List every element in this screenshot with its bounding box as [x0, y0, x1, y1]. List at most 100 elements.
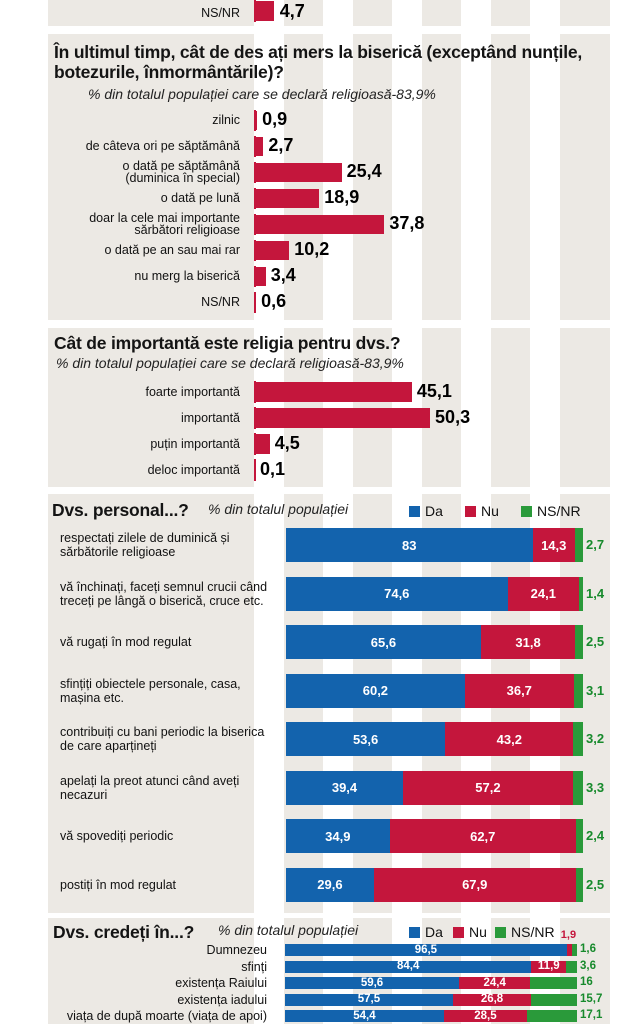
- value-label: 0,9: [262, 109, 288, 129]
- bar-segment-nu: 14,3: [532, 528, 575, 562]
- bar: [254, 382, 412, 402]
- bar-segment-nsnr: [575, 867, 583, 902]
- nsnr-value-label: 1,4: [586, 585, 605, 601]
- bar-segment-nsnr: [527, 1010, 577, 1022]
- value-label: 4,5: [274, 433, 300, 453]
- bar-segment-nu: 28,5: [443, 1010, 528, 1022]
- category-label: puțin importantă: [150, 437, 240, 451]
- bar-segment-da: 34,9: [286, 819, 390, 853]
- category-label: sfinți: [241, 959, 267, 974]
- category-label: vă închinați, faceți semnul crucii când t…: [60, 579, 268, 608]
- fragment-value: 4,7: [279, 1, 305, 21]
- value-label: 45,1: [416, 381, 452, 401]
- bar: [254, 266, 266, 286]
- bar-segment-nsnr: [575, 819, 583, 853]
- category-label: vă rugați în mod regulat: [60, 635, 192, 649]
- bar-segment-nu: 43,2: [445, 722, 574, 756]
- bar-segment-nsnr: [566, 960, 577, 973]
- bar-segment-nsnr: [573, 673, 583, 708]
- value-label: 50,3: [435, 407, 471, 427]
- bar-segment-da: 29,6: [286, 867, 374, 902]
- bar-segment-nu: 36,7: [464, 673, 574, 708]
- category-label: o dată pe săptămână (duminica în special): [122, 159, 240, 185]
- category-label: nu merg la biserică: [134, 269, 240, 283]
- value-label: 2,7: [268, 135, 294, 155]
- legend-nsnr-label: NS/NR: [511, 924, 555, 940]
- bar-segment-nsnr: [579, 576, 584, 611]
- bar-segment-nsnr: [531, 993, 577, 1006]
- category-label: sfințiți obiectele personale, casa, mașin…: [60, 676, 241, 705]
- legend-nu: Nu: [453, 924, 487, 940]
- bar: [254, 240, 290, 260]
- bar-segment-da: 39,4: [286, 770, 404, 805]
- legend-nu-swatch: [453, 926, 464, 938]
- bar: [254, 136, 264, 156]
- importance-title: Cât de importantă este religia pentru dv…: [54, 333, 401, 353]
- bar-segment-da: 57,5: [285, 993, 453, 1006]
- belief-panel: Dvs. credeți în...? % din totalul popula…: [48, 918, 610, 1024]
- category-label: existența iadului: [177, 992, 267, 1007]
- value-label: 10,2: [294, 239, 330, 259]
- background-stripe: [530, 328, 560, 487]
- legend-da: Da: [409, 924, 443, 940]
- bar-segment-da: 65,6: [286, 625, 481, 659]
- bar: [254, 408, 431, 428]
- nsnr-value-label: 3,6: [580, 959, 596, 972]
- legend-nsnr: NS/NR: [495, 924, 555, 940]
- belief-title: Dvs. credeți în...?: [53, 922, 195, 942]
- nu-value-label: 1,9: [560, 929, 577, 941]
- fragment-bar: [254, 1, 274, 21]
- value-label: 37,8: [389, 213, 425, 233]
- bar-segment-da: 60,2: [286, 673, 465, 708]
- background-stripe: [392, 0, 422, 26]
- category-label: de câteva ori pe săptămână: [85, 139, 240, 153]
- category-label: o dată pe an sau mai rar: [104, 243, 241, 257]
- value-label: 18,9: [324, 187, 360, 207]
- bar-segment-da: 84,4: [285, 960, 532, 973]
- bar: [254, 162, 342, 182]
- nsnr-value-label: 17,1: [580, 1009, 603, 1021]
- category-label: foarte importantă: [145, 385, 241, 399]
- bar: [254, 292, 257, 312]
- category-label: deloc importantă: [147, 463, 240, 477]
- legend-nsnr-label: NS/NR: [537, 503, 581, 519]
- value-label: 25,4: [346, 161, 382, 181]
- value-label: 0,6: [261, 291, 287, 311]
- nsnr-value-label: 2,7: [586, 537, 605, 552]
- category-label: vă spovediți periodic: [60, 829, 174, 843]
- category-label: doar la cele mai importante sărbători rel…: [89, 211, 240, 237]
- bar-segment-nsnr: [572, 770, 583, 805]
- panel-stripes: [48, 0, 610, 26]
- legend-nu-label: Nu: [469, 924, 487, 940]
- bar-segment-nsnr: [575, 625, 583, 659]
- legend-da: Da: [409, 503, 443, 519]
- category-label: apelați la preot atunci când aveți necazu…: [60, 773, 240, 802]
- legend-da-label: Da: [425, 924, 443, 940]
- bar-segment-nu: 26,8: [452, 993, 532, 1006]
- nsnr-value-label: 15,7: [580, 992, 603, 1005]
- bar-segment-nu: 57,2: [403, 770, 573, 805]
- fragment-label: NS/NR: [201, 6, 240, 20]
- legend-da-label: Da: [425, 503, 443, 519]
- legend-nu: Nu: [465, 503, 499, 519]
- category-label: Dumnezeu: [206, 943, 267, 957]
- personal-title: Dvs. personal...?: [52, 500, 189, 520]
- legend-da-swatch: [409, 926, 420, 938]
- belief-subtitle: % din totalul populației: [218, 922, 359, 938]
- personal-panel: Dvs. personal...? % din totalul populați…: [48, 494, 610, 913]
- bar-segment-nu: 62,7: [389, 819, 576, 853]
- bar-segment-nu: 11,9: [531, 960, 567, 973]
- category-label: NS/NR: [201, 295, 240, 309]
- nsnr-value-label: 3,2: [586, 731, 605, 746]
- nsnr-value-label: 3,3: [586, 779, 605, 795]
- bar-segment-da: 53,6: [286, 722, 446, 756]
- top-fragment-panel: NS/NR 4,7: [48, 0, 610, 26]
- background-stripe: [461, 0, 491, 26]
- nsnr-value-label: 2,5: [586, 634, 605, 649]
- category-label: viața de după moarte (viața de apoi): [66, 1009, 267, 1023]
- background-stripe: [530, 0, 560, 26]
- legend-da-swatch: [409, 505, 420, 517]
- category-label: contribuiți cu bani periodic la biserica…: [60, 725, 265, 753]
- frequency-panel: În ultimul timp, cât de des ați mers la …: [48, 34, 610, 320]
- nsnr-value-label: 3,1: [586, 682, 605, 698]
